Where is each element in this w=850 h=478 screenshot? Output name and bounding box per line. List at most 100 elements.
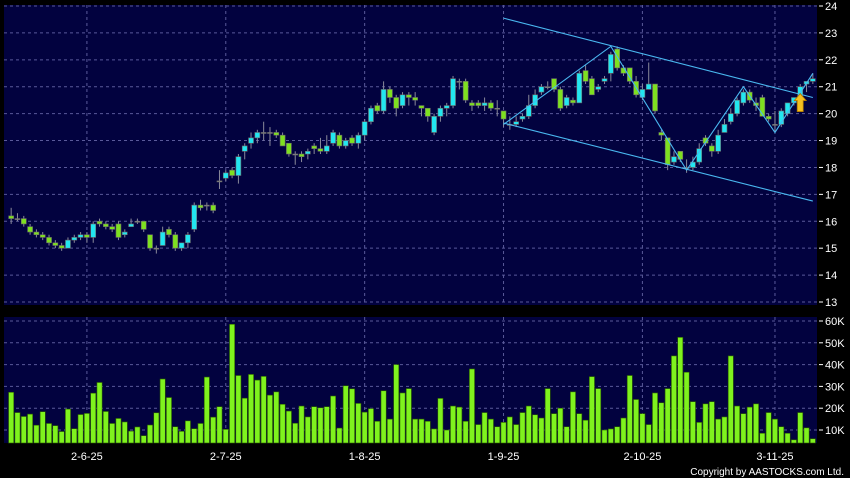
candle-body bbox=[222, 172, 229, 179]
candle-body bbox=[121, 231, 128, 236]
candle-body bbox=[418, 105, 425, 109]
candle-body bbox=[626, 67, 633, 82]
volume-bar bbox=[279, 403, 286, 444]
price-tick-label: 22 bbox=[825, 55, 837, 67]
date-tick-label: 2-10-25 bbox=[623, 451, 661, 463]
candle-body bbox=[46, 237, 52, 244]
candle-body bbox=[39, 234, 46, 238]
candle-body bbox=[456, 81, 463, 83]
candle-body bbox=[361, 121, 368, 136]
candle-body bbox=[210, 204, 216, 211]
volume-bar bbox=[140, 435, 147, 444]
candle-body bbox=[727, 113, 734, 123]
candle-body bbox=[380, 89, 387, 112]
volume-bar bbox=[46, 423, 52, 444]
volume-bar bbox=[311, 406, 318, 444]
volume-bar bbox=[759, 432, 766, 444]
volume-bar bbox=[418, 418, 425, 444]
candle-body bbox=[349, 137, 355, 144]
volume-bar bbox=[90, 392, 97, 444]
candle-body bbox=[103, 223, 109, 227]
volume-bar bbox=[33, 424, 40, 444]
volume-bar bbox=[494, 426, 501, 444]
volume-bar bbox=[791, 439, 797, 444]
volume-bar bbox=[216, 406, 223, 444]
volume-bar bbox=[405, 388, 412, 444]
volume-bar bbox=[96, 382, 103, 444]
volume-bar bbox=[431, 428, 437, 444]
candle-body bbox=[33, 231, 40, 236]
candle-body bbox=[709, 145, 715, 152]
candle-body bbox=[77, 234, 84, 238]
candle-body bbox=[544, 86, 551, 89]
volume-bar bbox=[551, 413, 557, 444]
volume-bar bbox=[765, 412, 772, 444]
volume-bar bbox=[784, 432, 791, 444]
volume-bar bbox=[803, 427, 810, 444]
volume-bar bbox=[292, 422, 299, 444]
volume-bar bbox=[809, 438, 816, 444]
volume-bar bbox=[671, 355, 677, 444]
volume-bar bbox=[260, 376, 267, 444]
volume-bar bbox=[39, 411, 46, 444]
volume-bar bbox=[456, 406, 463, 444]
volume-bar bbox=[690, 401, 696, 444]
candle-body bbox=[374, 105, 381, 112]
volume-bar bbox=[462, 420, 469, 444]
candle-body bbox=[563, 97, 570, 106]
candle-body bbox=[235, 156, 242, 176]
volume-bar bbox=[746, 406, 753, 444]
volume-bar bbox=[197, 423, 204, 444]
candle-body bbox=[481, 102, 488, 106]
candle-body bbox=[279, 134, 286, 147]
volume-bar bbox=[323, 406, 330, 444]
date-tick-label: 2-6-25 bbox=[71, 451, 103, 463]
volume-bar bbox=[557, 407, 564, 444]
candle-body bbox=[608, 54, 614, 74]
candle-body bbox=[443, 105, 450, 109]
volume-bar bbox=[607, 428, 614, 444]
volume-bar bbox=[361, 411, 368, 444]
candle-body bbox=[519, 116, 526, 120]
volume-bar bbox=[159, 378, 166, 444]
candle-body bbox=[595, 86, 602, 90]
candle-body bbox=[147, 234, 153, 249]
volume-bar bbox=[342, 385, 349, 444]
copyright-text: Copyright by AASTOCKS.com Ltd. bbox=[690, 467, 844, 478]
candle-body bbox=[248, 137, 254, 144]
volume-bar bbox=[589, 376, 595, 444]
volume-bar bbox=[639, 413, 646, 444]
candle-body bbox=[424, 107, 431, 117]
volume-bar bbox=[708, 401, 715, 444]
volume-bar bbox=[254, 379, 261, 444]
price-tick-label: 19 bbox=[825, 136, 837, 148]
volume-bar bbox=[115, 418, 122, 444]
volume-tick-label: 30K bbox=[825, 381, 845, 393]
volume-bar bbox=[8, 391, 15, 444]
candle-body bbox=[191, 204, 198, 230]
candle-body bbox=[576, 72, 583, 104]
candle-body bbox=[431, 116, 437, 133]
price-panel bbox=[4, 5, 817, 305]
volume-bar bbox=[336, 427, 343, 444]
candle-body bbox=[90, 223, 97, 238]
volume-bar bbox=[267, 394, 273, 444]
candle-body bbox=[759, 97, 766, 117]
candle-body bbox=[286, 142, 292, 155]
candle-body bbox=[96, 220, 103, 225]
volume-bar bbox=[727, 355, 734, 444]
candle-body bbox=[740, 91, 747, 104]
volume-bar bbox=[128, 430, 134, 444]
volume-bar bbox=[222, 429, 229, 444]
date-tick-label: 1-8-25 bbox=[349, 451, 381, 463]
volume-bar bbox=[317, 407, 324, 444]
price-tick-label: 23 bbox=[825, 28, 837, 40]
volume-bar bbox=[147, 424, 153, 444]
volume-bar bbox=[519, 412, 526, 444]
candle-body bbox=[368, 107, 374, 123]
candle-body bbox=[317, 148, 324, 152]
candle-body bbox=[715, 134, 721, 152]
volume-bar bbox=[424, 420, 431, 444]
candle-body bbox=[570, 99, 576, 104]
volume-bar bbox=[469, 368, 475, 444]
